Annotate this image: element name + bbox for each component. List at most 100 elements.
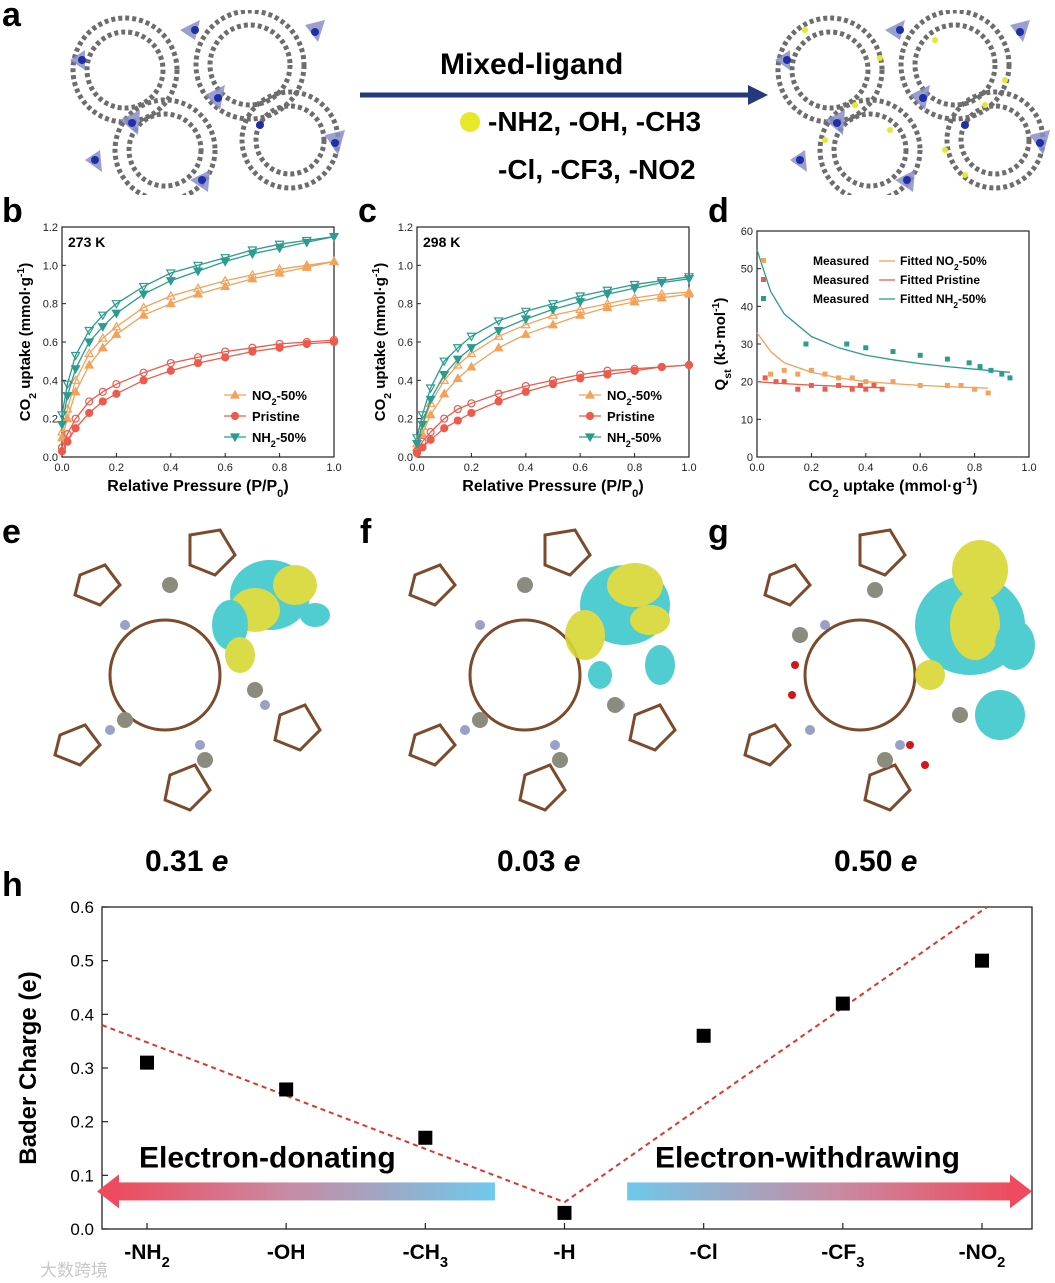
chart-d-y-tick-label: 30 [741,339,753,351]
chart-h-bader-charge: 0.0 0.1 0.2 0.3 0.4 0.5 0.6 -NH2 -OH -CH3 -H -Cl -CF… [15,898,1033,1271]
chart-h-point [279,1082,294,1097]
chart-c-legend-marker [584,389,596,399]
chart-b-series-1-adsorption-point [139,376,148,385]
chart-d-series-1-point [795,386,801,392]
chart-d-legend-fit-label: Fitted Pristine [900,273,980,287]
chart-c-series-0-desorption-point [683,286,695,296]
chart-c-series-2-adsorption-point [575,298,586,307]
panel-letter-e: e [2,513,21,551]
chart-b-legend-label: NO2-50% [252,388,307,407]
chart-b-series-2-desorption-point [220,254,231,263]
chart-c-series-1-desorption-point [521,381,530,391]
chart-d-series-2-point [844,341,850,347]
chart-c-series-2-desorption-point [417,411,428,421]
chart-c-series-2-adsorption-point [452,355,463,365]
chart-b-series-2-desorption-point [274,240,285,250]
chart-b-series-0-desorption-line [61,260,335,433]
chart-d-series-1-point [762,375,768,381]
chart-c-series-1-adsorption-point [418,443,427,452]
chart-d-series-0-point [808,367,814,373]
chart-b-legend-label: Pristine [252,409,300,424]
chart-d-y-tick-label: 10 [741,414,753,426]
charge-number-g: 0.50 [834,845,893,878]
chart-b-series-0-desorption-point [138,302,149,312]
chart-c-series-2-desorption-point [493,317,504,327]
chart-b-series-1-desorption-point [57,443,67,452]
chart-c-series-2-desorption-point [602,286,613,296]
charge-value-g: 0.50 e [834,845,917,879]
chart-d-series-2-point [988,367,994,373]
chart-b-series-0-desorption-point [328,256,340,266]
chart-b-series-1-desorption-point [275,339,284,349]
chart-c-series-1-adsorption-point [440,424,449,433]
chart-h-y-tick-label: 0.4 [70,1005,94,1024]
charge-density-structure-g [743,528,1035,812]
chart-c-series-1-desorption-point [453,404,462,414]
chart-d-y-tick-label: 50 [741,264,753,276]
chart-b-series-0-adsorption-point [97,342,108,352]
chart-d-x-tick-label: 0.8 [967,462,982,474]
chart-c-series-2-desorption-point [466,332,477,342]
chart-b-series-2-adsorption-line [61,235,335,425]
chart-d-series-0-point [795,371,801,377]
chart-c-y-tick-label: 0.6 [398,337,413,349]
chart-d-plot-frame [756,230,1030,458]
charge-unit-f: e [563,845,581,878]
chart-h-arrow-left-head [97,1174,119,1209]
chart-b-x-tick-label: 0.0 [54,462,69,474]
chart-b-series-0-desorption-point [220,275,231,285]
chart-b-series-1-adsorption-point [112,389,121,398]
chart-d-legend-marker [761,296,766,301]
chart-c-series-1 [412,360,694,458]
chart-c-x-tick-label: 0.8 [627,462,642,474]
chart-b-series-2-desorption-point [192,261,204,271]
chart-d-series-2-point [890,349,896,355]
chart-d-series-0 [756,332,991,396]
chart-d-y-axis-label: Qst (kJ·mol-1) [710,298,734,391]
chart-h-y-tick-label: 0.6 [70,898,94,917]
chart-b-series-1-desorption-point [166,358,175,368]
chart-c-series-1-adsorption-point [453,416,462,425]
chart-d-series-1-point [863,386,869,392]
chart-h-x-tick-label: -CH3 [403,1241,449,1271]
chart-c-series-1-desorption-point [657,362,666,372]
chart-b-series-1-adsorption-point [166,366,175,375]
chart-d-x-tick-label: 0.6 [913,462,928,474]
chart-d-qst: 0.0 0.2 0.4 0.6 0.8 1.0 0 10 20 30 40 50 60 CO2 uptak… [710,226,1037,500]
chart-c-temperature-annotation: 298 K [423,234,460,250]
chart-d-y-tick-label: 0 [747,452,753,464]
chart-c-series-1-desorption-point [576,370,585,379]
chart-c-series-0-desorption-point [425,398,436,407]
chart-d-series-0-point [768,371,774,377]
chart-b-series-0-adsorption-point [56,432,68,442]
chart-d-series-2-point [863,345,869,351]
chart-b-series-1-desorption-point [193,353,203,362]
chart-d-series-1-point [857,382,863,388]
chart-d-series-1-point [773,379,779,385]
chart-h-x-tick-label: -NH2 [124,1241,170,1271]
chart-b-series-0-desorption-point [192,283,204,292]
chart-d-series-1-point [879,386,885,392]
chart-c-series-0-adsorption-point [425,409,436,419]
chart-c-series-2-desorption-point [683,273,695,283]
chart-d-series-1-point [808,382,814,388]
chart-c-series-1-adsorption-point [494,397,503,406]
chart-b-series-2-desorption-point [301,236,312,246]
chart-b-series-0-adsorption-line [61,260,335,438]
chart-b-series-0-adsorption-point [70,386,81,396]
charge-number-e: 0.31 [145,845,204,878]
chart-c-series-0-desorption-point [466,348,477,358]
chart-b-series-1-adsorption-point [85,408,94,418]
panel-letter-b: b [2,192,23,230]
chart-b-series-1-desorption-point [221,347,230,356]
chart-d-series-0-fit-line [756,332,989,389]
chart-b-series-0-desorption-point [247,269,258,279]
chart-h-point [975,953,989,968]
charge-value-e: 0.31 e [145,845,228,879]
chart-c-series-2-desorption-point [452,344,463,353]
chart-b-series-0-desorption-point [165,290,176,300]
chart-d-series-0-point [944,382,950,388]
chart-c-series-1-desorption-point [440,414,449,423]
chart-b-series-2-desorption-point [138,282,149,292]
chart-c-series-2-desorption-point [656,277,667,286]
